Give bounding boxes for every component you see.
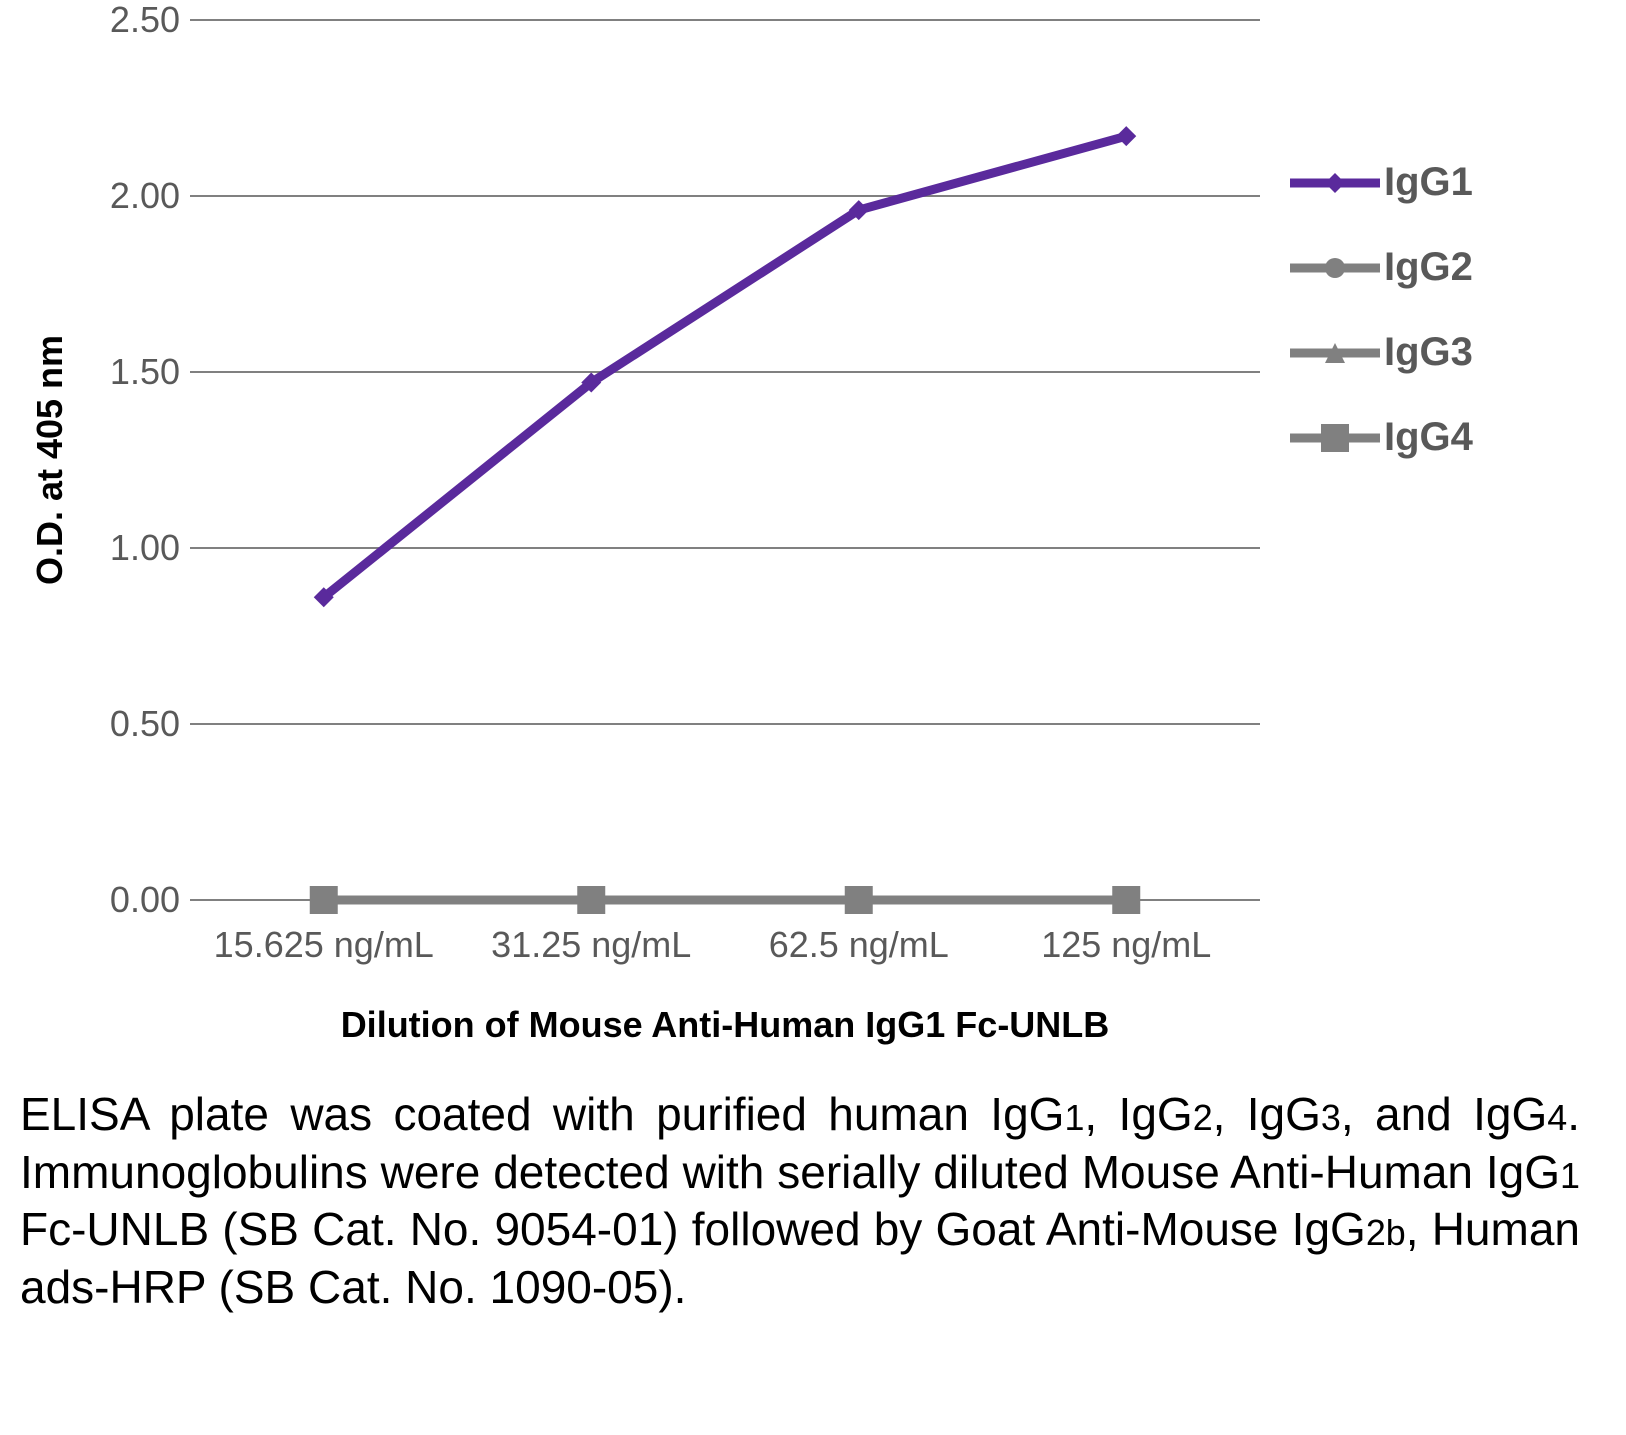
legend-label: IgG2 [1384,245,1473,290]
legend-swatch [1290,338,1380,368]
legend-label: IgG4 [1384,415,1473,460]
x-tick-label: 15.625 ng/mL [214,924,434,966]
chart-svg [190,20,1260,914]
ytick-column: 0.000.501.001.502.002.50 [80,20,190,900]
y-tick-label: 0.50 [110,703,180,745]
y-tick-label: 1.50 [110,351,180,393]
y-tick-label: 2.00 [110,175,180,217]
x-tick-label: 62.5 ng/mL [769,924,949,966]
legend-item-IgG4: IgG4 [1290,415,1473,460]
y-axis-label: O.D. at 405 nm [29,335,71,585]
ylabel-column: O.D. at 405 nm [20,20,80,900]
figure: O.D. at 405 nm 0.000.501.001.502.002.50 … [20,20,1606,1316]
square-marker [1321,424,1349,452]
legend-label: IgG1 [1384,160,1473,205]
diamond-marker [1325,173,1345,193]
y-tick-label: 2.50 [110,0,180,41]
subscript: 2 [1193,1098,1213,1138]
xtick-row: 15.625 ng/mL 31.25 ng/mL 62.5 ng/mL 125 ng/… [190,914,1260,974]
legend-swatch [1290,168,1380,198]
circle-marker [1325,258,1345,278]
legend: IgG1 IgG2 IgG3 IgG4 [1260,20,1473,500]
x-tick-label: 125 ng/mL [1041,924,1211,966]
diamond-marker [1116,126,1136,146]
legend-swatch [1290,423,1380,453]
chart-wrap: O.D. at 405 nm 0.000.501.001.502.002.50 … [20,20,1606,1046]
legend-label: IgG3 [1384,330,1473,375]
legend-item-IgG3: IgG3 [1290,330,1473,375]
legend-item-IgG1: IgG1 [1290,160,1473,205]
subscript: 3 [1321,1098,1341,1138]
subscript: 4 [1547,1098,1567,1138]
legend-swatch [1290,253,1380,283]
subscript: 1 [1560,1156,1580,1196]
plot-area [190,20,1260,914]
x-axis-label: Dilution of Mouse Anti-Human IgG1 Fc-UNL… [190,1004,1260,1046]
subscript: 2b [1366,1213,1406,1253]
x-tick-label: 31.25 ng/mL [491,924,691,966]
legend-item-IgG2: IgG2 [1290,245,1473,290]
series-line-IgG1 [324,136,1127,597]
subscript: 1 [1064,1098,1084,1138]
y-tick-label: 0.00 [110,879,180,921]
y-tick-label: 1.00 [110,527,180,569]
caption: ELISA plate was coated with purified hum… [20,1086,1580,1316]
plot-column: 15.625 ng/mL 31.25 ng/mL 62.5 ng/mL 125 ng/… [190,20,1260,1046]
